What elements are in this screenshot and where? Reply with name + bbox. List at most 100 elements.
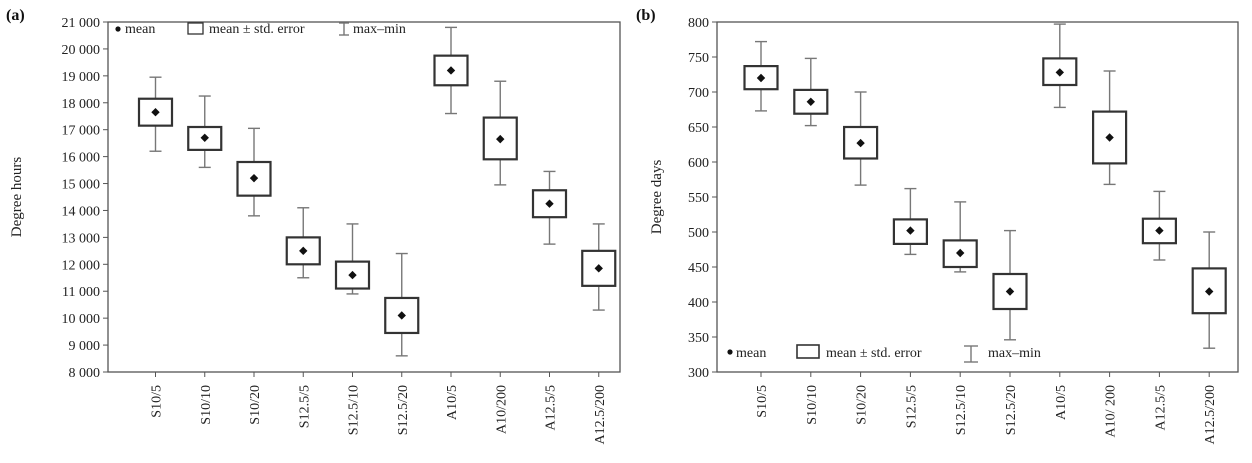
y-tick-label: 750 [688,51,709,66]
mean-point [856,138,865,148]
mean-point [1205,287,1214,296]
x-category-label: S10/10 [199,385,214,425]
mean-point [1105,133,1114,142]
box-a12-5-200 [1191,231,1227,349]
mean-point [348,270,357,280]
plot-frame-b [716,21,1239,373]
box-a10-200 [482,80,518,186]
y-axis-label-b: Degree days [649,160,665,235]
mean-point [1055,68,1064,77]
box-s10-5 [137,76,174,152]
panel-a: (a) Degree hours 8 000 9 000 10 000 11 000 1… [6,7,621,445]
se-box [334,260,371,290]
y-tick-label: 15 000 [62,178,101,193]
mean-point [299,246,308,256]
y-tick-label: 400 [688,296,709,311]
se-box [1191,267,1227,315]
legend-se-swatch-a [187,22,204,35]
y-tick-label: 800 [688,16,709,31]
panel-b: (b) Degree days 300 350 400 450 500 550 600 650… [636,7,1239,445]
box-a12-5-5 [1141,190,1178,261]
mean-point [496,134,505,144]
y-tick-label: 21 000 [62,16,101,31]
box-s10-20 [842,91,879,186]
y-tick-label: 350 [688,331,709,346]
y-tick-label: 14 000 [62,204,101,219]
y-tick-label: 12 000 [62,258,101,273]
box-a12-5-5 [531,170,568,245]
y-tick-label: 13 000 [62,231,101,246]
y-tick-label: 500 [688,226,709,241]
legend-mean-marker-a [115,26,121,32]
mean-point [806,97,815,106]
mean-point [446,66,456,75]
y-tick-label: 16 000 [62,151,101,166]
box-s10-10 [187,95,223,169]
y-axis-label-a: Degree hours [9,157,25,238]
y-tick-label: 17 000 [62,124,101,139]
legend-se-swatch-b [796,344,820,359]
box-s12-5-5 [892,187,929,256]
box-s10-5 [743,40,779,112]
series-boxes-b [743,23,1227,349]
box-s12-5-20 [992,229,1028,341]
x-category-label: S10/20 [855,385,870,425]
legend-range-swatch-a [339,22,349,36]
mean-point [906,226,915,235]
x-category-label: S10/10 [805,385,820,425]
x-category-label: S10/5 [150,385,165,418]
mean-point [756,73,766,83]
y-tick-label: 8 000 [69,366,101,381]
x-category-label: A12.5/200 [593,385,608,445]
x-category-label: S12.5/10 [347,385,362,435]
legend-a: mean mean ± std. error max–min [115,22,406,37]
box-s12-5-10 [334,223,371,295]
se-box [842,125,879,160]
x-category-label: S10/20 [248,385,263,425]
mean-point [1005,287,1015,296]
x-category-label: S12.5/5 [904,385,919,428]
box-s10-20 [236,127,272,217]
mean-point [956,248,965,258]
se-box [384,296,420,335]
se-box [482,116,518,161]
y-tick-label: 11 000 [62,285,100,300]
x-category-label: A10/5 [1054,385,1069,420]
series-boxes-a [137,26,617,357]
box-a10-5 [1042,23,1078,109]
mean-point [200,133,209,142]
box-a10-5 [433,26,469,115]
y-ticks-a: 8 000 9 000 10 000 11 000 12 000 13 000 14 000… [62,16,108,381]
legend-mean-marker-b [727,349,733,355]
mean-point [397,311,406,320]
x-categories-b: S10/5 S10/10 S10/20 S12.5/5 S12.5/10 S12.5/20… [755,372,1218,445]
box-s12-5-20 [384,252,420,357]
y-tick-label: 450 [688,261,709,276]
box-s12-5-5 [285,207,321,279]
mean-point [594,264,603,273]
legend-se-label-b: mean ± std. error [826,346,922,361]
y-tick-label: 650 [688,121,709,136]
x-category-label: A10/5 [445,385,460,420]
y-tick-label: 600 [688,156,709,171]
legend-mean-label-b: mean [736,346,766,361]
x-category-label: A12.5/200 [1203,385,1218,445]
x-categories-a: S10/5 S10/10 S10/20 S12.5/5 S12.5/10 S12.5/20… [150,372,608,445]
box-s12-5-10 [942,201,978,273]
x-category-label: S12.5/20 [396,385,411,435]
mean-point [1155,226,1164,235]
y-tick-label: 9 000 [69,339,101,354]
x-category-label: S12.5/10 [954,385,969,435]
legend-range-label-b: max–min [988,346,1041,361]
legend-mean-label-a: mean [125,22,155,37]
x-category-label: S10/5 [755,385,770,418]
box-a10-200 [1091,70,1128,186]
panel-label-a: (a) [6,7,25,24]
x-category-label: S12.5/5 [297,385,312,428]
x-category-label: A10/ 200 [1104,385,1119,438]
box-a12-5-200 [581,223,617,311]
y-ticks-b: 300 350 400 450 500 550 600 650 700 750 800 [688,16,717,381]
legend-range-label-a: max–min [353,22,406,37]
y-tick-label: 700 [688,86,709,101]
